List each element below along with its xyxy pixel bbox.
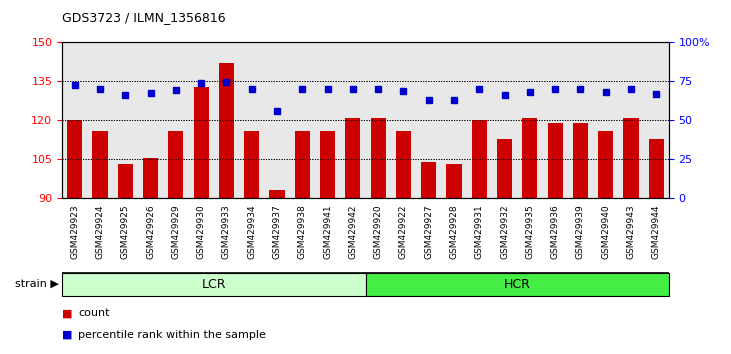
Text: GSM429944: GSM429944 [652, 204, 661, 259]
Bar [295, 131, 310, 198]
Text: percentile rank within the sample: percentile rank within the sample [78, 330, 266, 339]
Bar [92, 131, 107, 198]
Text: GSM429941: GSM429941 [323, 204, 332, 259]
Text: GSM429931: GSM429931 [474, 204, 484, 259]
Text: GSM429930: GSM429930 [197, 204, 205, 259]
Bar [395, 131, 411, 198]
Bar [143, 158, 158, 198]
Bar [421, 162, 436, 198]
Bar [219, 63, 234, 198]
Text: GSM429933: GSM429933 [222, 204, 231, 259]
Text: GSM429926: GSM429926 [146, 204, 155, 259]
Bar [648, 138, 664, 198]
Text: GSM429923: GSM429923 [70, 204, 79, 259]
Text: GSM429937: GSM429937 [273, 204, 281, 259]
Bar [62, 273, 366, 296]
Text: GSM429920: GSM429920 [374, 204, 382, 259]
Bar [244, 131, 260, 198]
Text: GSM429936: GSM429936 [550, 204, 560, 259]
Text: GSM429932: GSM429932 [500, 204, 509, 259]
Bar [371, 118, 386, 198]
Text: GSM429934: GSM429934 [247, 204, 257, 259]
Bar [118, 165, 133, 198]
Bar [522, 118, 537, 198]
Text: HCR: HCR [504, 278, 531, 291]
Bar [573, 123, 588, 198]
Text: GSM429927: GSM429927 [424, 204, 433, 259]
Bar [447, 165, 461, 198]
Text: GSM429924: GSM429924 [96, 204, 105, 259]
Text: GSM429929: GSM429929 [171, 204, 181, 259]
Text: LCR: LCR [202, 278, 226, 291]
Text: GSM429938: GSM429938 [298, 204, 307, 259]
Bar [270, 190, 284, 198]
Bar [67, 120, 83, 198]
Text: ■: ■ [62, 330, 72, 339]
Text: GSM429940: GSM429940 [601, 204, 610, 259]
Text: GSM429928: GSM429928 [450, 204, 458, 259]
Bar [471, 120, 487, 198]
Bar [345, 118, 360, 198]
Text: strain ▶: strain ▶ [15, 279, 58, 289]
Text: GSM429935: GSM429935 [526, 204, 534, 259]
Bar [598, 131, 613, 198]
Bar [497, 138, 512, 198]
Bar [548, 123, 563, 198]
Text: GSM429922: GSM429922 [399, 204, 408, 259]
Bar [168, 131, 183, 198]
Text: GSM429942: GSM429942 [349, 204, 357, 259]
Text: GSM429925: GSM429925 [121, 204, 130, 259]
Bar [624, 118, 638, 198]
Bar [320, 131, 335, 198]
Text: count: count [78, 308, 110, 318]
Text: ■: ■ [62, 308, 72, 318]
Text: GSM429939: GSM429939 [576, 204, 585, 259]
Text: GSM429943: GSM429943 [626, 204, 635, 259]
Bar [194, 87, 209, 198]
Bar [366, 273, 669, 296]
Text: GDS3723 / ILMN_1356816: GDS3723 / ILMN_1356816 [62, 11, 226, 24]
